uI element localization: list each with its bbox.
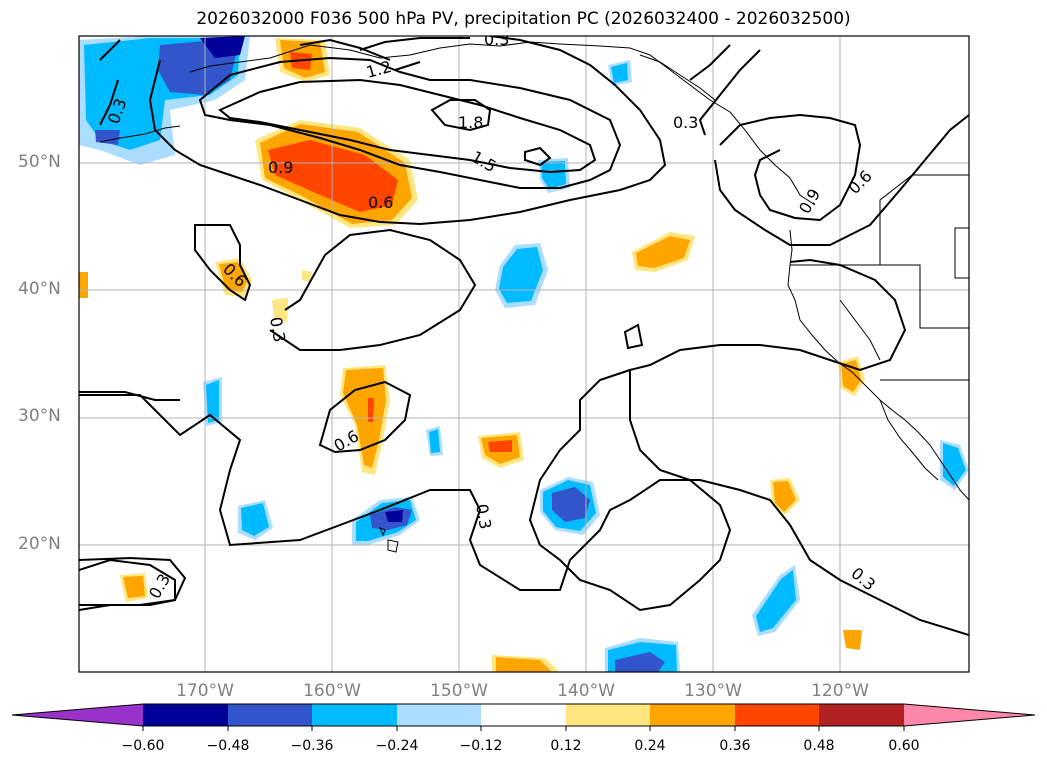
precip-positive-area <box>302 270 312 282</box>
precip-positive-area <box>496 657 552 672</box>
pv-contour <box>629 258 907 372</box>
coastlines <box>99 41 969 553</box>
lat-label: 50°N <box>18 152 61 172</box>
pv-contour <box>194 224 252 302</box>
colorbar-segment <box>397 704 481 726</box>
pv-contours <box>79 36 969 636</box>
lon-label: 140°W <box>557 681 615 701</box>
precip-negative-area <box>552 487 590 522</box>
contour-label: 0.3 <box>673 113 698 132</box>
precip-negative-area <box>385 510 403 522</box>
pv-contour <box>359 37 470 51</box>
colorbar-label: 0.24 <box>634 738 666 754</box>
colorbar-segment <box>735 704 819 726</box>
precip-negative-area <box>943 443 966 486</box>
precip-positive-area <box>488 440 512 452</box>
colorbar-segment <box>143 704 228 726</box>
baja-coast <box>879 399 939 481</box>
precip-positive-area <box>843 630 862 650</box>
precip-negative-area <box>611 63 628 83</box>
pv-contour <box>714 114 969 246</box>
colorbar-segment <box>481 704 566 726</box>
pv-contour <box>524 146 552 167</box>
lon-label: 120°W <box>811 681 869 701</box>
colorbar-label: −0.24 <box>375 738 419 754</box>
contour-label: 1.8 <box>458 113 483 132</box>
colorbar-segment <box>312 704 397 726</box>
colorbar-segment <box>650 704 735 726</box>
colorbar-label: 0.48 <box>803 738 835 754</box>
precip-negative-area <box>206 380 219 423</box>
map-title: 2026032000 F036 500 hPa PV, precipitatio… <box>196 9 851 29</box>
contour-label: 0.3 <box>266 315 289 343</box>
precip-positive-area <box>219 262 247 292</box>
alaska-coast <box>189 41 816 206</box>
aleutian-coast <box>99 125 181 143</box>
pv-contour <box>218 78 597 174</box>
colorbar-label: −0.36 <box>290 738 334 754</box>
colorbar-label: −0.48 <box>206 738 250 754</box>
precip-negative-area <box>756 570 796 632</box>
precip-positive-area <box>272 298 288 322</box>
pv-contour <box>299 38 421 71</box>
lat-label: 20°N <box>18 534 61 554</box>
precip-positive-area <box>79 272 88 298</box>
precip-positive-area <box>636 236 690 268</box>
gridlines <box>79 36 969 672</box>
lon-label: 130°W <box>684 681 742 701</box>
precip-positive-area <box>368 398 374 422</box>
colorbar-label: 0.60 <box>888 738 920 754</box>
colorbar-label: −0.60 <box>121 738 165 754</box>
lon-label: 150°W <box>430 681 488 701</box>
colorbar-max-extend <box>904 704 1035 726</box>
lat-label: 30°N <box>18 406 61 426</box>
state-border <box>880 264 969 329</box>
map-frame <box>78 35 970 673</box>
precip-negative-area <box>429 429 440 453</box>
colorbar <box>11 703 1036 731</box>
lon-label: 170°W <box>176 681 234 701</box>
pv-contour <box>198 56 622 189</box>
pv-contour <box>269 228 477 351</box>
pv-contour <box>318 380 412 454</box>
pv-contour <box>430 99 492 132</box>
precip-positive-area <box>268 140 398 212</box>
lon-label: 160°W <box>303 681 361 701</box>
contour-label: 0.3 <box>484 30 509 49</box>
colorbar-min-extend <box>12 704 143 726</box>
lake-border <box>954 227 969 279</box>
hawaii-island <box>387 539 399 553</box>
pv-contour <box>689 44 761 136</box>
precip-negative-area <box>499 247 543 303</box>
colorbar-label: 0.12 <box>550 738 582 754</box>
colorbar-label: 0.36 <box>719 738 751 754</box>
contour-label: 0.6 <box>368 193 393 212</box>
pv-contour <box>719 113 862 222</box>
pv-contour <box>79 391 180 401</box>
pv-contour <box>79 556 187 606</box>
alaska-panhandle-coast <box>639 54 716 101</box>
pv-contour <box>148 36 667 226</box>
precip-negative-area <box>615 652 665 672</box>
colorbar-segment <box>228 704 312 726</box>
contour-label: 0.9 <box>268 158 293 177</box>
pv-contour <box>79 394 969 636</box>
state-border <box>839 299 881 361</box>
colorbar-label: −0.12 <box>459 738 503 754</box>
colorbar-segment <box>566 704 650 726</box>
precip-negative-area <box>241 503 269 536</box>
precip-negative-area <box>200 36 245 58</box>
pv-contour <box>99 39 121 126</box>
hawaii-island <box>379 527 386 537</box>
precip-positive-area <box>123 576 145 598</box>
precip-positive-area <box>773 481 796 512</box>
california-coast <box>787 229 969 501</box>
colorbar-segment <box>819 704 904 726</box>
contour-label: 0.3 <box>472 502 495 530</box>
pv-contour <box>528 368 732 612</box>
pv-contour <box>623 323 644 350</box>
precip-negative-area <box>541 161 566 189</box>
lat-label: 40°N <box>18 279 61 299</box>
